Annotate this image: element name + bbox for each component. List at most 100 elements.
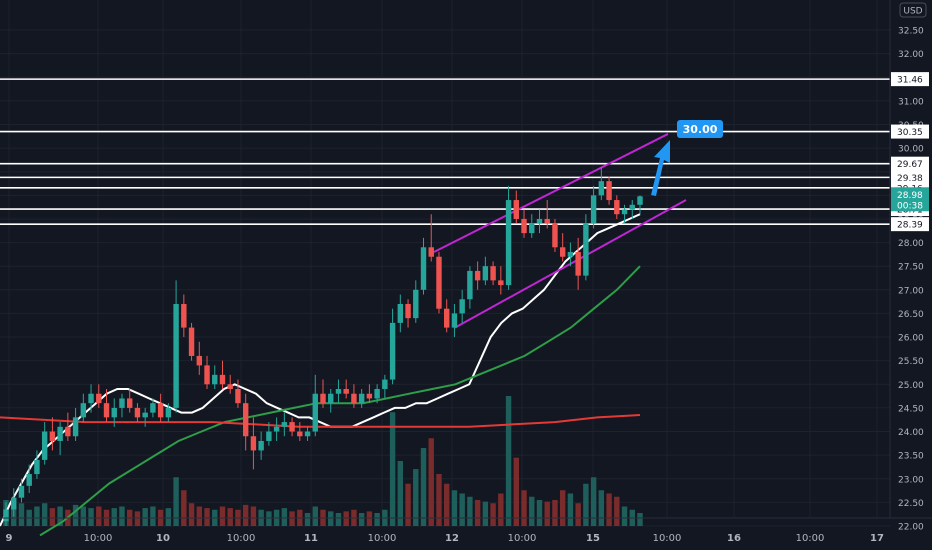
candle-body bbox=[289, 422, 295, 432]
volume-bar bbox=[397, 461, 404, 526]
candle-body bbox=[11, 497, 17, 510]
volume-bar bbox=[188, 503, 195, 526]
candle-body bbox=[544, 218, 550, 224]
volume-bar bbox=[72, 504, 79, 526]
candle-body bbox=[34, 459, 40, 475]
volume-bar bbox=[590, 477, 597, 526]
candle-body bbox=[188, 327, 195, 356]
target-label: 30.00 bbox=[683, 123, 718, 136]
volume-bar bbox=[428, 438, 434, 526]
price-level-lines[interactable] bbox=[0, 78, 890, 225]
price-axis-tags: 31.4630.3529.6729.3829.1628.7128.3928.98… bbox=[891, 72, 929, 232]
price-level-tag bbox=[891, 156, 929, 171]
candle-body bbox=[606, 181, 612, 201]
volume-bar bbox=[420, 448, 427, 526]
candle-body bbox=[96, 393, 102, 404]
candle-body bbox=[26, 474, 32, 486]
candle-body bbox=[127, 398, 133, 408]
y-tick-label: 25.00 bbox=[898, 381, 924, 391]
moving-average-line bbox=[0, 414, 641, 428]
candle-body bbox=[459, 299, 465, 314]
price-level-tag bbox=[891, 124, 929, 139]
candle-body bbox=[335, 389, 342, 394]
volume-bar bbox=[598, 490, 605, 526]
candles bbox=[3, 166, 643, 526]
candle-body bbox=[119, 398, 125, 408]
candle-body bbox=[467, 270, 473, 300]
candle-body bbox=[219, 374, 226, 385]
time-axis[interactable]: 9 10:00 10 10:00 11 10:00 12 10:00 15 10:00 16 10:0… bbox=[6, 533, 884, 544]
volume-bar bbox=[119, 506, 125, 526]
candle-body bbox=[312, 393, 318, 432]
currency-label: USD bbox=[903, 7, 922, 17]
volume-bar bbox=[250, 506, 257, 526]
candle-body bbox=[428, 247, 434, 257]
volume-bar bbox=[451, 490, 458, 526]
volume-bar bbox=[521, 490, 527, 526]
volume-bar bbox=[134, 511, 141, 526]
volume-bar bbox=[575, 503, 581, 526]
candle-body bbox=[529, 223, 535, 234]
volume-bar bbox=[459, 493, 465, 526]
x-tick-label: 12 bbox=[445, 533, 459, 544]
volume-bar bbox=[96, 506, 102, 526]
y-tick-label: 25.50 bbox=[898, 357, 924, 367]
x-tick-label: 15 bbox=[586, 533, 600, 544]
candle-body bbox=[134, 407, 141, 418]
candle-body bbox=[405, 303, 411, 319]
candle-body bbox=[575, 252, 581, 276]
y-tick-label: 22.00 bbox=[898, 523, 924, 533]
volume-bar bbox=[467, 496, 473, 526]
candle-body bbox=[521, 218, 527, 234]
volume-bar bbox=[181, 490, 187, 526]
candle-body bbox=[165, 407, 172, 418]
grid bbox=[0, 0, 890, 527]
volume-bar bbox=[358, 513, 365, 526]
volume-bar bbox=[606, 493, 612, 526]
channel-upper-line[interactable] bbox=[433, 133, 669, 253]
candle-body bbox=[474, 270, 481, 281]
candle-body bbox=[397, 303, 404, 323]
candle-body bbox=[227, 384, 233, 390]
price-level-tag-label: 29.67 bbox=[897, 160, 923, 170]
candle-body bbox=[536, 218, 543, 224]
y-tick-label: 23.50 bbox=[898, 452, 924, 462]
candle-body bbox=[358, 393, 365, 404]
candle-body bbox=[150, 403, 156, 413]
current-price-tag bbox=[891, 187, 929, 212]
target-label-box bbox=[677, 120, 723, 138]
candle-body bbox=[103, 403, 110, 418]
x-tick-label: 10:00 bbox=[84, 533, 113, 544]
volume-bar bbox=[328, 511, 334, 526]
volume-bar bbox=[173, 477, 179, 526]
candle-body bbox=[80, 403, 87, 418]
candle-body bbox=[242, 403, 249, 437]
volume-bar bbox=[552, 500, 558, 526]
candle-body bbox=[490, 266, 496, 281]
currency-badge[interactable]: USD bbox=[899, 2, 927, 18]
candle-body bbox=[436, 256, 442, 309]
candle-body bbox=[513, 200, 519, 219]
price-level-tag-label: 28.39 bbox=[897, 221, 923, 231]
candle-body bbox=[420, 247, 427, 290]
candle-body bbox=[629, 204, 635, 210]
volume-bar bbox=[165, 508, 172, 526]
volume-bar bbox=[614, 496, 620, 526]
candle-body bbox=[328, 393, 334, 404]
candle-body bbox=[250, 436, 257, 451]
candle-body bbox=[304, 431, 311, 437]
candle-body bbox=[204, 365, 210, 385]
candle-body bbox=[235, 389, 241, 404]
target-arrow[interactable]: 30.00 bbox=[651, 120, 723, 196]
candle-body bbox=[374, 389, 380, 399]
volume-bar bbox=[621, 506, 628, 526]
y-tick-label: 30.00 bbox=[898, 145, 924, 155]
x-tick-label: 10:00 bbox=[796, 533, 825, 544]
volume-bar bbox=[204, 508, 210, 526]
volume-bar bbox=[374, 513, 380, 526]
candle-body bbox=[343, 389, 349, 394]
volume-bar bbox=[335, 513, 342, 526]
current-price-label: 28.98 bbox=[897, 191, 923, 201]
